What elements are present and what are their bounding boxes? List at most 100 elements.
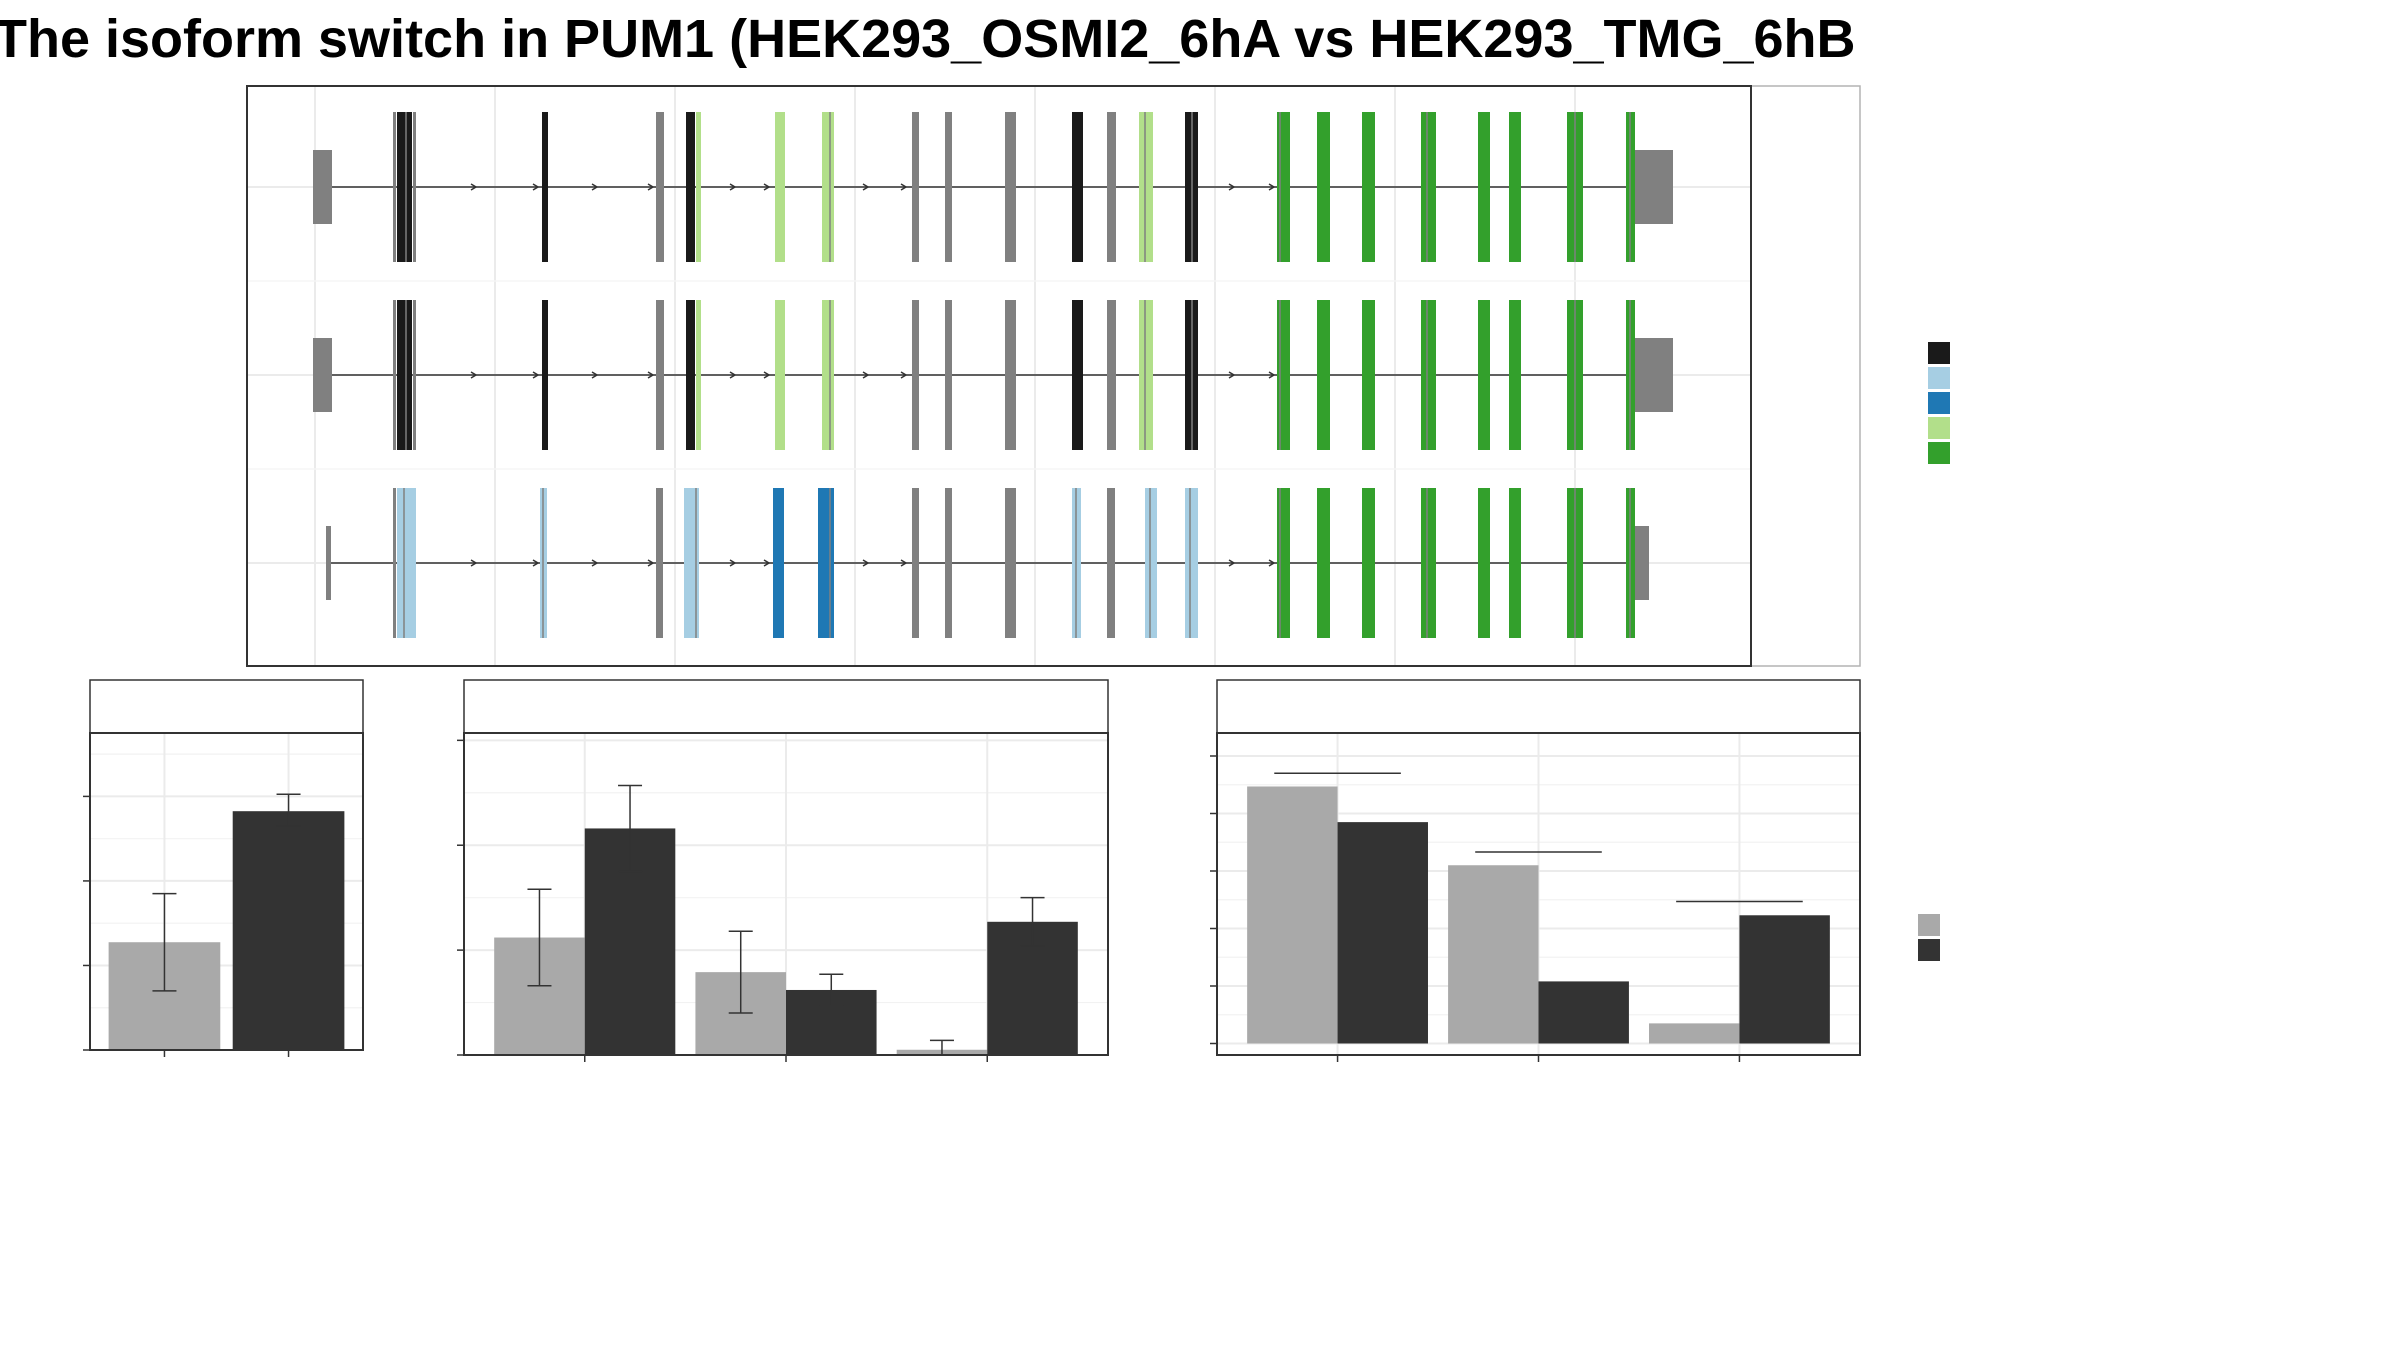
exon-block bbox=[393, 488, 396, 638]
transcript-track bbox=[313, 300, 1673, 450]
exon-block bbox=[656, 488, 663, 638]
panel-border bbox=[89, 732, 364, 1051]
exon-block bbox=[1362, 112, 1375, 262]
exon-block bbox=[773, 488, 784, 638]
exon-block bbox=[775, 300, 785, 450]
direction-arrow bbox=[729, 183, 737, 191]
utr-block bbox=[326, 526, 331, 600]
exon-block bbox=[1107, 488, 1115, 638]
bar bbox=[1337, 822, 1428, 1044]
exon-block bbox=[656, 112, 664, 262]
direction-arrow bbox=[862, 183, 870, 191]
direction-arrow bbox=[763, 559, 771, 567]
legend-swatch bbox=[1918, 914, 1940, 936]
exon-block bbox=[1317, 112, 1330, 262]
strip-background bbox=[89, 679, 364, 734]
direction-arrow bbox=[470, 183, 478, 191]
exon-block bbox=[696, 112, 701, 262]
utr-block bbox=[313, 150, 332, 224]
exon-block bbox=[1362, 300, 1375, 450]
bar bbox=[1448, 865, 1539, 1044]
direction-arrow bbox=[591, 371, 599, 379]
exon-block bbox=[1317, 488, 1330, 638]
direction-arrow bbox=[1228, 371, 1236, 379]
panel-border bbox=[246, 85, 1752, 667]
direction-arrow bbox=[763, 183, 771, 191]
exon-block bbox=[656, 300, 664, 450]
transcript-structure-panel bbox=[246, 85, 1861, 667]
bar bbox=[1739, 915, 1830, 1044]
exon-block bbox=[542, 112, 548, 262]
exon-block bbox=[397, 112, 412, 262]
direction-arrow bbox=[900, 183, 908, 191]
direction-arrow bbox=[1268, 183, 1276, 191]
figure-title: The isoform switch in PUM1 (HEK293_OSMI2… bbox=[0, 9, 1856, 69]
legend-swatch bbox=[1928, 367, 1950, 389]
utr-block bbox=[1635, 150, 1673, 224]
legend-swatch bbox=[1928, 392, 1950, 414]
utr-block bbox=[313, 338, 332, 412]
exon-block bbox=[1277, 300, 1290, 450]
exon-block bbox=[696, 300, 701, 450]
transcript-track bbox=[326, 488, 1649, 638]
exon-block bbox=[1139, 112, 1153, 262]
direction-arrow bbox=[470, 559, 478, 567]
exon-block bbox=[822, 112, 834, 262]
exon-block bbox=[818, 488, 834, 638]
exon-block bbox=[945, 112, 952, 262]
direction-arrow bbox=[729, 371, 737, 379]
legend-swatch bbox=[1928, 342, 1950, 364]
direction-arrow bbox=[729, 559, 737, 567]
legend-swatch bbox=[1928, 417, 1950, 439]
exon-block bbox=[393, 300, 396, 450]
exon-block bbox=[1421, 300, 1436, 450]
exon-block bbox=[912, 488, 919, 638]
bar bbox=[232, 811, 345, 1050]
exon-block bbox=[1478, 488, 1490, 638]
bar bbox=[1538, 981, 1629, 1044]
exon-block bbox=[775, 112, 785, 262]
exon-block bbox=[822, 300, 834, 450]
exon-block bbox=[1478, 112, 1490, 262]
gene-expression-chart bbox=[83, 679, 364, 1057]
exon-block bbox=[397, 300, 412, 450]
direction-arrow bbox=[591, 183, 599, 191]
exon-block bbox=[542, 300, 548, 450]
exon-block bbox=[1277, 488, 1290, 638]
strip-background bbox=[1750, 85, 1861, 667]
direction-arrow bbox=[900, 371, 908, 379]
exon-block bbox=[393, 112, 396, 262]
direction-arrow bbox=[862, 371, 870, 379]
utr-block bbox=[1635, 338, 1673, 412]
exon-block bbox=[686, 112, 695, 262]
direction-arrow bbox=[647, 371, 655, 379]
strip-background bbox=[463, 679, 1109, 734]
direction-arrow bbox=[470, 371, 478, 379]
exon-block bbox=[1362, 488, 1375, 638]
isoform-expression-chart bbox=[457, 679, 1109, 1062]
exon-block bbox=[1145, 488, 1157, 638]
exon-block bbox=[1421, 112, 1436, 262]
exon-block bbox=[1277, 112, 1290, 262]
exon-block bbox=[413, 112, 416, 262]
utr-block bbox=[1635, 526, 1649, 600]
exon-block bbox=[1509, 300, 1521, 450]
exon-block bbox=[1005, 488, 1016, 638]
bar bbox=[1247, 786, 1338, 1044]
exon-block bbox=[945, 300, 952, 450]
condition-legend bbox=[1918, 914, 1940, 961]
exon-block bbox=[1509, 488, 1521, 638]
exon-block bbox=[1072, 112, 1083, 262]
direction-arrow bbox=[900, 559, 908, 567]
exon-block bbox=[1139, 300, 1153, 450]
legend-swatch bbox=[1928, 442, 1950, 464]
exon-block bbox=[1478, 300, 1490, 450]
exon-block bbox=[1421, 488, 1436, 638]
legend-swatch bbox=[1918, 939, 1940, 961]
exon-block bbox=[413, 300, 416, 450]
panel-border bbox=[463, 732, 1109, 1056]
exon-block bbox=[912, 112, 919, 262]
direction-arrow bbox=[532, 371, 540, 379]
exon-block bbox=[945, 488, 952, 638]
